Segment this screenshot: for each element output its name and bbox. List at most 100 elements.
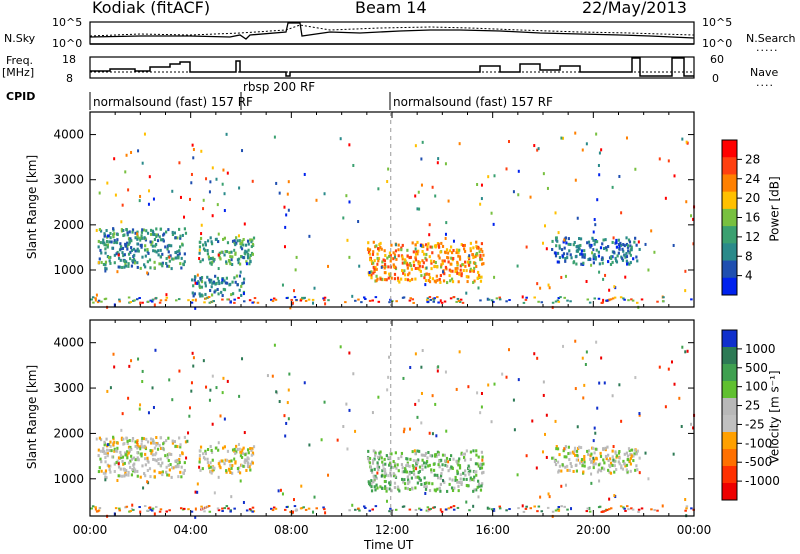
data-pixel	[367, 251, 371, 255]
data-pixel	[408, 480, 411, 484]
data-pixel	[434, 280, 437, 284]
data-pixel	[395, 466, 398, 470]
data-pixel	[604, 273, 607, 277]
data-pixel	[595, 340, 598, 344]
data-pixel	[275, 390, 278, 394]
data-pixel	[122, 254, 125, 258]
data-pixel	[424, 487, 428, 491]
data-pixel	[582, 396, 585, 400]
data-pixel	[103, 450, 106, 454]
data-pixel	[146, 248, 149, 252]
data-pixel	[690, 298, 693, 301]
data-pixel	[374, 296, 378, 299]
data-pixel	[323, 299, 326, 302]
data-pixel	[438, 256, 441, 260]
data-pixel	[354, 299, 357, 302]
data-pixel	[348, 408, 351, 412]
data-pixel	[472, 504, 475, 508]
data-pixel	[166, 247, 169, 251]
data-pixel	[548, 495, 551, 499]
data-pixel	[375, 274, 378, 278]
data-pixel	[418, 207, 421, 211]
data-pixel	[201, 294, 204, 298]
data-pixel	[102, 241, 105, 245]
data-pixel	[292, 301, 295, 305]
data-pixel	[403, 427, 406, 431]
data-pixel	[447, 251, 450, 255]
data-pixel	[94, 297, 97, 300]
data-pixel	[408, 488, 412, 492]
data-pixel	[126, 244, 129, 248]
data-pixel	[385, 278, 388, 282]
data-pixel	[416, 207, 419, 211]
data-pixel	[218, 464, 221, 468]
data-pixel	[425, 266, 428, 270]
data-pixel	[373, 457, 376, 461]
data-pixel	[238, 447, 241, 451]
data-pixel	[439, 250, 442, 254]
data-pixel	[612, 250, 616, 254]
data-pixel	[628, 262, 631, 266]
data-pixel	[393, 253, 397, 257]
data-pixel	[428, 431, 431, 435]
data-pixel	[587, 452, 590, 456]
data-pixel	[126, 241, 129, 245]
data-pixel	[441, 463, 444, 467]
data-pixel	[172, 257, 175, 261]
data-pixel	[211, 214, 214, 218]
data-pixel	[542, 393, 545, 397]
data-pixel	[266, 374, 269, 378]
data-pixel	[105, 267, 108, 271]
data-pixel	[560, 136, 563, 140]
data-pixel	[455, 300, 458, 303]
data-pixel	[581, 148, 584, 152]
data-pixel	[629, 462, 632, 466]
colorbar-tick-label: 100	[745, 380, 768, 394]
data-pixel	[367, 241, 370, 245]
data-pixel	[414, 194, 417, 198]
data-pixel	[293, 505, 297, 508]
beam-title: Beam 14	[355, 0, 427, 17]
data-pixel	[233, 248, 236, 252]
data-pixel	[327, 473, 330, 477]
data-pixel	[250, 240, 253, 244]
data-pixel	[287, 417, 290, 421]
data-pixel	[456, 480, 459, 484]
data-pixel	[480, 405, 483, 409]
data-pixel	[358, 509, 361, 512]
data-pixel	[240, 455, 244, 459]
data-pixel	[245, 509, 249, 512]
data-pixel	[226, 298, 229, 301]
data-pixel	[580, 458, 584, 462]
data-pixel	[198, 257, 201, 261]
data-pixel	[364, 297, 367, 300]
data-pixel	[244, 453, 247, 457]
data-pixel	[465, 275, 468, 279]
data-pixel	[144, 254, 147, 258]
data-pixel	[367, 459, 371, 463]
data-pixel	[629, 244, 632, 248]
data-pixel	[178, 457, 181, 461]
data-pixel	[377, 465, 381, 469]
data-pixel	[237, 466, 241, 470]
data-pixel	[285, 213, 288, 217]
data-pixel	[165, 261, 168, 265]
y-tick-label: 4000	[53, 128, 84, 142]
data-pixel	[573, 453, 577, 457]
data-pixel	[616, 254, 619, 258]
data-pixel	[152, 405, 155, 409]
data-pixel	[635, 464, 638, 468]
data-pixel	[224, 281, 227, 285]
data-pixel	[281, 492, 284, 496]
data-pixel	[137, 149, 140, 153]
data-pixel	[437, 242, 440, 246]
data-pixel	[233, 507, 236, 510]
data-pixel	[425, 459, 429, 463]
data-pixel	[625, 255, 629, 259]
data-pixel	[583, 383, 586, 387]
data-pixel	[154, 297, 158, 300]
data-pixel	[594, 462, 597, 466]
data-pixel	[181, 243, 184, 247]
data-pixel	[167, 244, 171, 248]
